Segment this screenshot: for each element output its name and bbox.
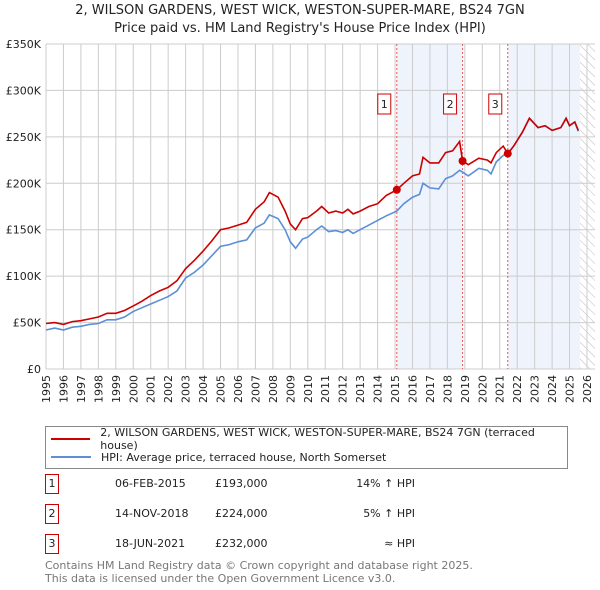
x-tick-label: 2012 (337, 375, 350, 403)
x-tick-label: 2000 (127, 375, 140, 403)
x-tick-label: 2006 (232, 375, 245, 403)
sale-label-box (488, 93, 503, 115)
footer-line: This data is licensed under the Open Gov… (45, 572, 396, 585)
x-tick-label: 2018 (441, 375, 454, 403)
sale-date: 14-NOV-2018 (115, 507, 189, 520)
sale-point (392, 185, 401, 194)
y-tick-label: £0 (27, 363, 41, 376)
sale-label: 3 (492, 98, 499, 111)
forecast-hatch (580, 44, 595, 369)
x-tick-label: 2022 (511, 375, 524, 403)
sale-row: 2 14-NOV-2018 £224,000 5% ↑ HPI (45, 504, 565, 524)
sale-price: £232,000 (215, 537, 268, 550)
sale-number-badge: 1 (45, 474, 59, 494)
sale-point (503, 149, 512, 158)
price-chart: 1995 1996 1997 1998 1999 2000 2001 2002 2003 2004… (6, 38, 595, 403)
x-tick-label: 2021 (494, 375, 507, 403)
x-tick-label: 2014 (372, 375, 385, 403)
y-tick-label: £250K (6, 131, 42, 144)
x-tick-label: 2001 (145, 375, 158, 403)
legend-label: HPI: Average price, terraced house, Nort… (101, 450, 387, 464)
chart-subtitle: Price paid vs. HM Land Registry's House … (114, 21, 486, 36)
legend-item-hpi: HPI: Average price, terraced house, Nort… (51, 450, 386, 464)
legend-line-red (51, 438, 91, 440)
x-tick-label: 2003 (180, 375, 193, 403)
sale-label-box (377, 93, 392, 115)
sale-hpi-comparison: ≈ HPI (384, 537, 415, 550)
sale-date: 06-FEB-2015 (115, 477, 186, 490)
footer: Contains HM Land Registry data © Crown c… (45, 559, 473, 585)
y-tick-label: £100K (6, 270, 42, 283)
x-tick-label: 2015 (389, 375, 402, 403)
x-tick-label: 2025 (564, 375, 577, 403)
sale-hpi-comparison: 5% ↑ HPI (363, 507, 415, 520)
x-tick-label: 1999 (110, 375, 123, 403)
x-tick-label: 2009 (284, 375, 297, 403)
x-tick-label: 2024 (546, 375, 559, 403)
sale-label: 1 (381, 98, 388, 111)
shaded-region (507, 44, 581, 369)
x-tick-label: 2004 (197, 375, 210, 403)
x-tick-label: 2019 (459, 375, 472, 403)
x-tick-label: 2017 (424, 375, 437, 403)
x-tick-label: 2016 (406, 375, 419, 403)
sale-label: 2 (447, 98, 454, 111)
sale-price: £224,000 (215, 507, 268, 520)
legend: 2, WILSON GARDENS, WEST WICK, WESTON-SUP… (45, 426, 568, 469)
x-tick-label: 2002 (162, 375, 175, 403)
y-tick-label: £50K (13, 317, 42, 330)
sale-label-box (443, 93, 458, 115)
x-tick-label: 1997 (75, 375, 88, 403)
x-tick-label: 2026 (581, 375, 594, 403)
sale-number-badge: 3 (45, 534, 59, 554)
sale-date: 18-JUN-2021 (115, 537, 186, 550)
legend-item-property: 2, WILSON GARDENS, WEST WICK, WESTON-SUP… (51, 426, 567, 452)
sale-row: 1 06-FEB-2015 £193,000 14% ↑ HPI (45, 474, 565, 494)
y-tick-label: £350K (6, 38, 42, 51)
x-tick-label: 2007 (249, 375, 262, 403)
sale-hpi-comparison: 14% ↑ HPI (356, 477, 415, 490)
chart-title: 2, WILSON GARDENS, WEST WICK, WESTON-SUP… (75, 3, 525, 18)
x-tick-label: 1996 (57, 375, 70, 403)
x-tick-label: 2005 (215, 375, 228, 403)
sale-row: 3 18-JUN-2021 £232,000 ≈ HPI (45, 534, 565, 554)
x-tick-label: 2011 (319, 375, 332, 403)
y-tick-label: £300K (6, 84, 42, 97)
x-tick-label: 2013 (354, 375, 367, 403)
x-tick-label: 2020 (476, 375, 489, 403)
sale-price: £193,000 (215, 477, 268, 490)
x-tick-label: 2010 (302, 375, 315, 403)
series-line (45, 116, 580, 331)
footer-line: Contains HM Land Registry data © Crown c… (45, 559, 473, 572)
y-tick-label: £150K (6, 224, 42, 237)
legend-line-blue (51, 456, 91, 458)
x-tick-label: 2023 (529, 375, 542, 403)
x-tick-label: 2008 (267, 375, 280, 403)
sale-point (458, 157, 467, 165)
series-line (45, 116, 580, 326)
sale-number-badge: 2 (45, 504, 59, 524)
legend-label: 2, WILSON GARDENS, WEST WICK, WESTON-SUP… (100, 426, 535, 452)
x-tick-label: 1995 (40, 375, 53, 403)
x-tick-label: 1998 (92, 375, 105, 403)
y-tick-label: £200K (6, 177, 42, 190)
